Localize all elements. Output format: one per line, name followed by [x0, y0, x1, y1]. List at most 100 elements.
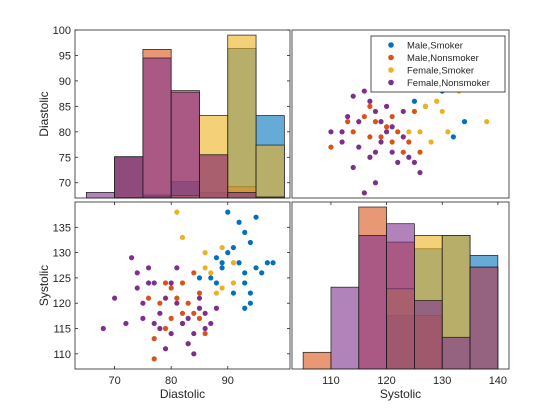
legend-entry: Female,Nonsmoker — [407, 78, 490, 89]
scatter-point — [236, 260, 242, 266]
scatter-point — [389, 139, 395, 145]
scatter-point — [372, 180, 379, 186]
scatter-point — [247, 290, 253, 296]
scatter-point — [151, 356, 157, 362]
scatter-point — [350, 164, 356, 171]
y-tick-label: 85 — [59, 101, 71, 113]
scatter-point — [140, 315, 146, 321]
scatter-point — [253, 214, 259, 220]
histogram-bar — [386, 223, 415, 370]
y-tick-label: 70 — [59, 178, 71, 190]
scatter-point — [445, 129, 451, 135]
scatter-point — [179, 234, 186, 241]
legend-entry: Female,Smoker — [407, 66, 474, 77]
scatter-point — [328, 144, 334, 150]
histogram-bar — [330, 286, 360, 370]
x-tick-label: 130 — [433, 375, 451, 387]
y-tick-label: 120 — [53, 298, 71, 310]
y-tick-label: 100 — [53, 25, 71, 37]
scatter-point — [400, 149, 406, 155]
scatter-point — [389, 149, 395, 155]
scatter-point — [213, 255, 220, 261]
histogram-bar — [255, 144, 285, 199]
legend-marker — [388, 79, 394, 86]
scatter-point — [151, 280, 157, 286]
scatter-point — [213, 290, 220, 296]
scatter-point — [383, 129, 390, 135]
scatter-point — [196, 290, 203, 296]
scatter-point — [185, 341, 191, 347]
scatter-point — [168, 280, 174, 286]
scatter-point — [395, 129, 401, 135]
scatter-point — [484, 119, 490, 125]
scatter-point — [151, 320, 157, 327]
histogram-bar — [302, 351, 332, 370]
scatter-point — [225, 250, 231, 256]
scatter-point — [123, 320, 129, 327]
scatter-point — [361, 113, 367, 120]
histogram-bar — [142, 57, 172, 199]
scatter-point — [208, 320, 214, 327]
y-tick-label: 90 — [59, 76, 71, 88]
histogram-bar — [199, 154, 229, 199]
y-tick-label: 130 — [53, 248, 71, 260]
y-tick-label: 80 — [59, 127, 71, 139]
legend-marker — [388, 42, 394, 48]
scatter-point — [428, 139, 434, 145]
scatter-point — [411, 159, 418, 165]
scatter-point — [185, 315, 191, 321]
scatter-point — [411, 108, 418, 115]
x-axis-label: Systolic — [380, 387, 421, 401]
scatter-point — [213, 280, 220, 286]
x-axis-label: Diastolic — [160, 387, 205, 401]
axes-frame — [74, 29, 291, 199]
scatter-point — [168, 315, 174, 321]
scatter-point — [259, 270, 265, 276]
legend-entry: Male,Smoker — [407, 41, 463, 52]
scatter-point — [134, 285, 140, 291]
scatter-point — [202, 250, 208, 256]
panel-systolic-histogram: 110 120 130 140 Systolic — [291, 201, 510, 401]
scatter-point — [372, 108, 379, 115]
scatter-point — [236, 219, 242, 225]
scatter-point — [372, 119, 379, 125]
scatter-point — [230, 244, 237, 251]
scatter-point — [174, 265, 180, 271]
scatter-point — [400, 108, 406, 115]
scatter-point — [157, 325, 163, 332]
scatter-point — [328, 129, 334, 135]
histogram-bar — [414, 300, 443, 370]
scatter-point — [145, 265, 152, 271]
scatter-point — [367, 103, 373, 109]
scatter-point — [439, 108, 445, 115]
scatter-point — [417, 149, 423, 155]
scatter-point — [219, 265, 225, 271]
scatter-point — [406, 129, 412, 135]
scatter-point — [383, 124, 390, 130]
scatter-point — [378, 134, 384, 140]
scatter-point — [202, 310, 208, 316]
scatter-point — [367, 98, 373, 104]
scatter-point — [367, 154, 373, 160]
histogram-bar — [469, 266, 499, 370]
histogram-bar — [358, 235, 387, 370]
panel-scatter-diastolic-vs-systolic: 110 115 120 125 130 135 70 80 90 Systolic Diastoli… — [37, 201, 291, 401]
scatter-point — [345, 119, 351, 125]
legend-entry: Male,Nonsmoker — [407, 53, 479, 64]
scatter-point — [434, 98, 440, 104]
scatter-point — [174, 209, 180, 215]
scatter-point — [196, 295, 203, 301]
scatter-point — [417, 169, 423, 176]
scatter-point — [367, 134, 373, 140]
scatter-point — [202, 265, 208, 271]
scatter-point — [247, 300, 253, 306]
y-axis-label: Diastolic — [37, 91, 51, 136]
scatter-point — [339, 139, 345, 145]
scatter-point — [208, 270, 214, 276]
legend-marker — [388, 54, 394, 61]
scatter-point — [202, 325, 208, 332]
scatter-point — [383, 103, 390, 109]
legend-marker — [388, 67, 394, 73]
scatter-point — [219, 260, 225, 266]
